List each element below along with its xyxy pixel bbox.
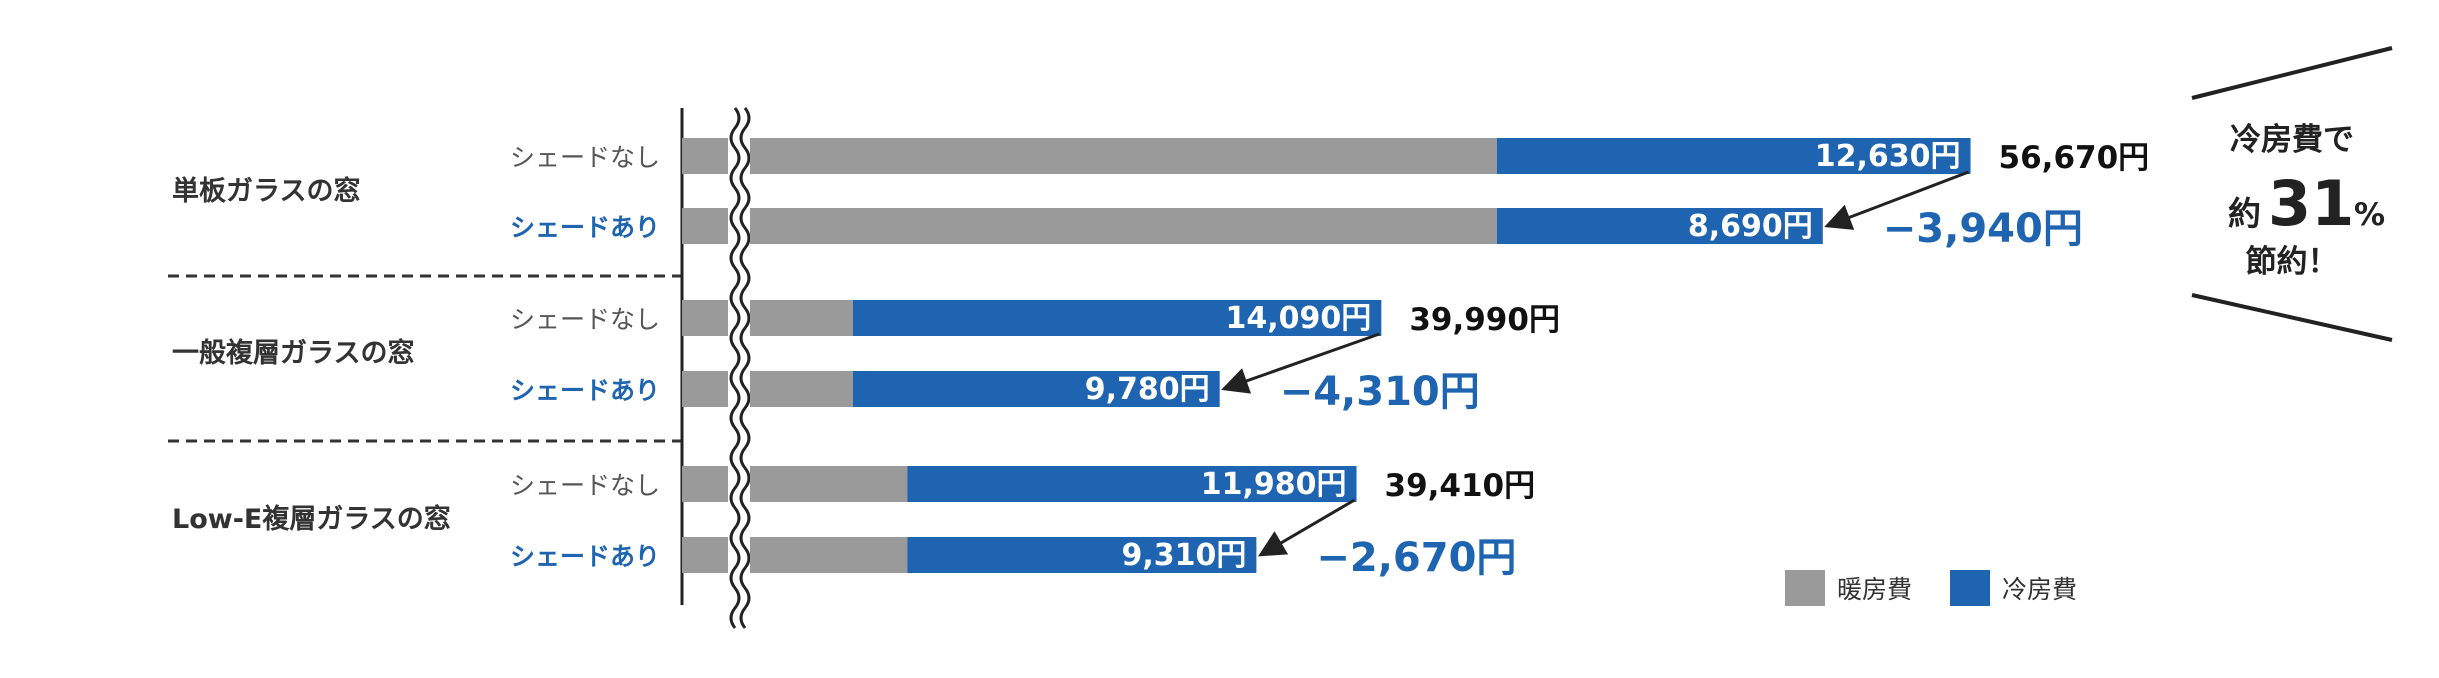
shade-label: シェードなし [510, 143, 660, 172]
callout-bottom-line [2191, 293, 2393, 342]
heating-bar [750, 208, 1497, 244]
callout-unit: % [2354, 197, 2385, 233]
group-label: Low-E複層ガラスの窓 [172, 503, 451, 535]
heating-bar [750, 300, 853, 336]
legend-label: 冷房費 [2002, 575, 2077, 604]
heating-bar-stub [682, 208, 728, 244]
cooling-value-label: 12,630円 [1815, 139, 1961, 174]
heating-bar-stub [682, 466, 728, 502]
callout-line1: 冷房費で [2230, 122, 2354, 158]
heating-bar [750, 371, 853, 407]
difference-arrow [1221, 332, 1380, 394]
cooling-bar [907, 466, 1357, 502]
difference-arrows [1221, 170, 1970, 557]
shade-label: シェードあり [510, 542, 660, 571]
cooling-bar [852, 371, 1220, 407]
heating-bar-stub [682, 537, 728, 573]
callout-prefix: 約 [2228, 194, 2261, 233]
group-label: 一般複層ガラスの窓 [172, 337, 414, 369]
heating-bar [750, 466, 908, 502]
heating-bar-stub [682, 138, 728, 174]
callout-value: 31 [2268, 167, 2354, 240]
difference-arrow [1824, 170, 1970, 230]
group-label: 単板ガラスの窓 [172, 175, 360, 207]
total-label: 39,990円 [1409, 302, 1560, 338]
cooling-bar [907, 537, 1257, 573]
group-dividers [168, 274, 682, 443]
callout-top-line [2191, 46, 2393, 100]
legend: 暖房費 冷房費 [1785, 570, 2077, 606]
shade-label: シェードなし [510, 305, 660, 334]
legend-swatch [1950, 570, 1990, 606]
cooling-value-label: 8,690円 [1688, 209, 1813, 244]
heating-bar-stub [682, 371, 728, 407]
difference-label: −4,310円 [1280, 369, 1480, 415]
legend-swatch [1785, 570, 1825, 606]
heating-bar-stub [682, 300, 728, 336]
cooling-bar [852, 300, 1382, 336]
total-label: 56,670円 [1999, 140, 2150, 176]
cooling-bar [1496, 208, 1823, 244]
heating-bar [750, 537, 908, 573]
axis-break-line [729, 107, 741, 629]
bar-series [682, 138, 1971, 573]
cooling-value-label: 9,310円 [1121, 538, 1246, 573]
shade-label: シェードなし [510, 471, 660, 500]
cooling-value-label: 11,980円 [1201, 467, 1347, 502]
difference-label: −3,940円 [1883, 206, 2083, 252]
difference-label: −2,670円 [1316, 535, 1516, 581]
heating-bar [750, 138, 1497, 174]
legend-label: 暖房費 [1837, 575, 1912, 604]
cooling-value-label: 9,780円 [1085, 372, 1210, 407]
axis-break [680, 107, 751, 629]
axis-break-line [739, 107, 751, 629]
total-label: 39,410円 [1385, 468, 1536, 504]
shade-label: シェードあり [510, 376, 660, 405]
cooling-value-label: 14,090円 [1226, 301, 1372, 336]
difference-arrow [1258, 498, 1356, 557]
cooling-bar [1496, 138, 1971, 174]
callout-line3: 節約！ [2246, 244, 2339, 280]
shade-label: シェードあり [510, 213, 660, 242]
